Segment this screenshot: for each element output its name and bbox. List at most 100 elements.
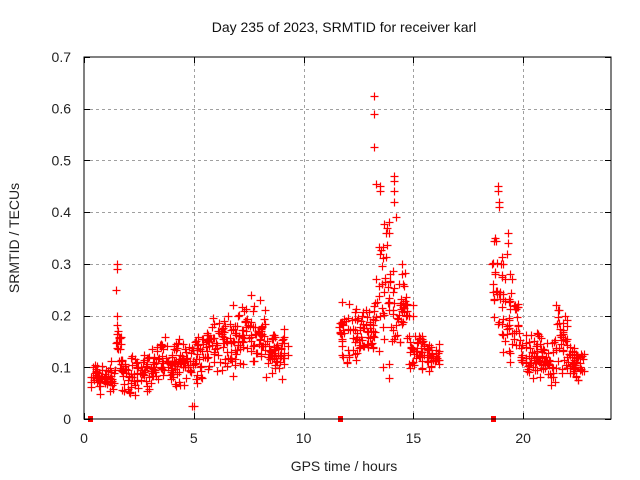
data-point <box>530 337 539 346</box>
data-point <box>339 353 348 362</box>
data-point <box>242 317 251 326</box>
data-point <box>263 337 272 346</box>
data-point <box>242 327 251 336</box>
data-point <box>264 359 273 368</box>
data-point <box>114 345 123 354</box>
data-point <box>219 343 228 352</box>
data-point <box>386 278 395 287</box>
data-point <box>227 326 236 335</box>
data-point <box>227 339 236 348</box>
data-point <box>338 320 347 329</box>
axis-ticks <box>84 57 611 420</box>
data-point <box>492 237 501 246</box>
data-point <box>250 302 259 311</box>
data-point <box>182 355 191 364</box>
data-point <box>161 333 170 342</box>
data-point <box>526 359 535 368</box>
data-point <box>349 346 358 355</box>
data-point <box>143 387 152 396</box>
data-point <box>383 241 392 250</box>
data-point <box>387 323 396 332</box>
data-point <box>271 346 280 355</box>
data-point <box>268 369 277 378</box>
x-tick-label: 10 <box>296 430 312 446</box>
data-point <box>384 283 393 292</box>
data-point <box>383 224 392 233</box>
data-point <box>265 342 274 351</box>
data-point <box>399 318 408 327</box>
data-point <box>525 338 534 347</box>
data-point <box>210 334 219 343</box>
data-point <box>210 320 219 329</box>
data-point <box>140 351 149 360</box>
data-point <box>543 359 552 368</box>
data-point <box>131 391 140 400</box>
data-point <box>150 363 159 372</box>
data-point <box>126 388 135 397</box>
data-point <box>240 307 249 316</box>
data-point <box>390 187 399 196</box>
data-point <box>90 376 99 385</box>
data-point <box>376 312 385 321</box>
data-point <box>142 362 151 371</box>
data-point <box>182 374 191 383</box>
data-point <box>559 330 568 339</box>
data-point <box>566 343 575 352</box>
data-point <box>497 260 506 269</box>
data-point <box>276 354 285 363</box>
data-point <box>529 374 538 383</box>
data-point <box>510 329 519 338</box>
data-point <box>140 368 149 377</box>
data-point <box>145 385 154 394</box>
data-point <box>173 362 182 371</box>
data-point <box>499 348 508 357</box>
data-point <box>345 351 354 360</box>
data-point <box>572 350 581 359</box>
data-point <box>168 353 177 362</box>
data-point <box>498 253 507 262</box>
data-point <box>280 349 289 358</box>
data-point <box>541 364 550 373</box>
data-point <box>224 312 233 321</box>
data-point <box>110 379 119 388</box>
data-point <box>234 312 243 321</box>
data-point <box>489 288 498 297</box>
data-point <box>175 335 184 344</box>
data-point <box>257 352 266 361</box>
data-point <box>370 302 379 311</box>
data-point <box>202 338 211 347</box>
data-point <box>369 321 378 330</box>
data-point <box>366 334 375 343</box>
data-point <box>389 267 398 276</box>
data-point <box>192 375 201 384</box>
data-point <box>173 344 182 353</box>
data-point <box>193 371 202 380</box>
data-point <box>220 317 229 326</box>
data-point <box>109 385 118 394</box>
data-point <box>117 340 126 349</box>
data-point <box>516 336 525 345</box>
data-point <box>209 314 218 323</box>
data-point <box>370 143 379 152</box>
data-point <box>505 324 514 333</box>
data-point <box>489 280 498 289</box>
data-point <box>262 373 271 382</box>
data-point <box>117 333 126 342</box>
data-point <box>351 350 360 359</box>
data-point <box>490 295 499 304</box>
y-tick-label: 0.4 <box>52 204 72 220</box>
data-point <box>184 361 193 370</box>
data-point <box>533 366 542 375</box>
data-point <box>392 213 401 222</box>
data-point <box>415 352 424 361</box>
data-point <box>536 373 545 382</box>
data-point <box>380 311 389 320</box>
data-point <box>255 329 264 338</box>
data-point <box>385 229 394 238</box>
y-tick-label: 0.2 <box>52 308 72 324</box>
data-point <box>544 349 553 358</box>
data-point <box>147 379 156 388</box>
data-point <box>337 319 346 328</box>
data-point <box>187 368 196 377</box>
data-point <box>175 368 184 377</box>
